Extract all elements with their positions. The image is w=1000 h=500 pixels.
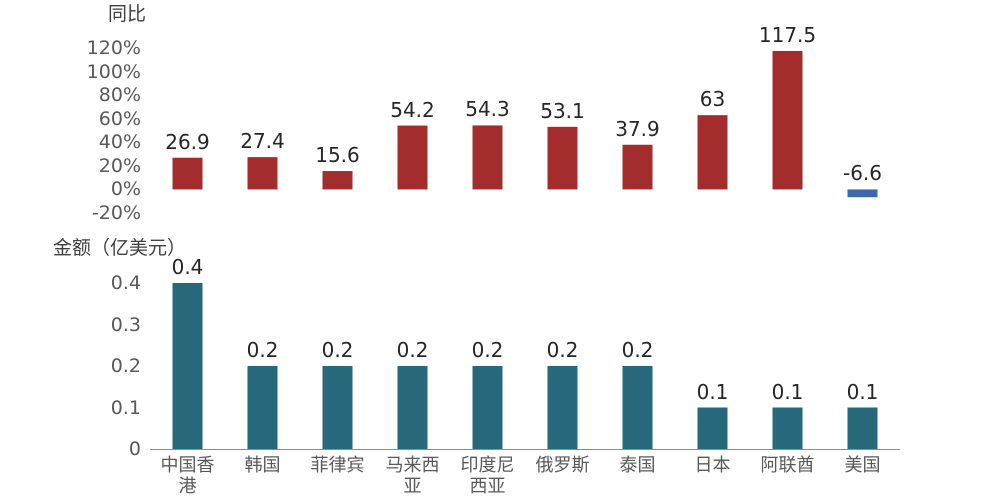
yoy-value-label: 26.9 [165, 129, 210, 154]
yoy-value-label: 54.3 [465, 97, 510, 122]
amount-value-label: 0.2 [621, 338, 654, 362]
amount-ytick-label: 0.2 [110, 355, 141, 377]
category-label: 菲律宾 [310, 455, 365, 476]
amount-value-label: 0.1 [771, 379, 804, 404]
amount-value-label: 0.4 [171, 255, 204, 279]
yoy-value-label: 117.5 [758, 22, 817, 47]
amount-axis-title: 金额（亿美元） [53, 237, 187, 259]
yoy-value-label: 27.4 [240, 129, 285, 154]
amount-bar-6 [622, 366, 653, 449]
category-label: 泰国 [619, 455, 656, 476]
yoy-axis-title: 同比 [108, 3, 147, 25]
yoy-value-label: 63 [699, 87, 726, 112]
amount-bar-1 [247, 366, 278, 449]
amount-bar-4 [472, 366, 503, 449]
yoy-ytick-label: 40% [98, 131, 141, 154]
yoy-value-label: 53.1 [540, 98, 585, 123]
category-label: 俄罗斯 [535, 455, 590, 476]
amount-ytick-label: 0.1 [110, 396, 141, 419]
category-label: 印度尼西亚 [460, 455, 515, 497]
amount-value-label: 0.2 [246, 338, 279, 362]
yoy-ytick-label: 120% [86, 37, 141, 59]
yoy-bar-0 [172, 157, 203, 190]
amount-bar-7 [697, 407, 728, 449]
yoy-bar-7 [697, 115, 728, 190]
yoy-ytick-label: 100% [86, 60, 141, 83]
amount-value-label: 0.2 [321, 338, 354, 362]
yoy-value-label: 15.6 [315, 143, 360, 168]
amount-value-label: 0.1 [696, 379, 729, 404]
yoy-ytick-label: -20% [91, 202, 141, 224]
amount-value-label: 0.2 [396, 338, 429, 362]
category-label: 阿联酋 [760, 455, 815, 476]
yoy-bar-2 [322, 171, 353, 190]
yoy-bar-8 [772, 50, 803, 190]
yoy-value-label: 37.9 [615, 116, 660, 141]
amount-bar-0 [172, 283, 203, 449]
yoy-bar-1 [247, 157, 278, 190]
yoy-ytick-label: 80% [98, 84, 141, 107]
category-label: 韩国 [244, 455, 281, 476]
amount-value-label: 0.2 [546, 338, 579, 362]
yoy-value-label: -6.6 [842, 161, 883, 186]
yoy-bar-3 [397, 125, 428, 190]
amount-ytick-label: 0.3 [110, 313, 141, 336]
category-label: 马来西亚 [385, 455, 440, 497]
category-label: 日本 [694, 455, 731, 476]
amount-bar-8 [772, 407, 803, 449]
yoy-ytick-label: 20% [98, 154, 141, 177]
amount-ytick-label: 0.4 [110, 272, 141, 294]
yoy-bar-9 [847, 189, 878, 198]
yoy-bar-6 [622, 144, 653, 190]
amount-ytick-label: 0 [128, 438, 141, 460]
amount-bar-9 [847, 407, 878, 449]
amount-bar-2 [322, 366, 353, 449]
yoy-ytick-label: 60% [98, 107, 141, 130]
yoy-bar-4 [472, 125, 503, 190]
amount-value-label: 0.2 [471, 338, 504, 362]
yoy-value-label: 54.2 [390, 97, 435, 122]
amount-value-label: 0.1 [846, 379, 879, 404]
yoy-ytick-label: 0% [110, 178, 141, 201]
amount-bar-5 [547, 366, 578, 449]
yoy-bar-5 [547, 126, 578, 190]
category-label: 中国香港 [160, 455, 215, 497]
category-label: 美国 [844, 455, 881, 476]
amount-bar-3 [397, 366, 428, 449]
